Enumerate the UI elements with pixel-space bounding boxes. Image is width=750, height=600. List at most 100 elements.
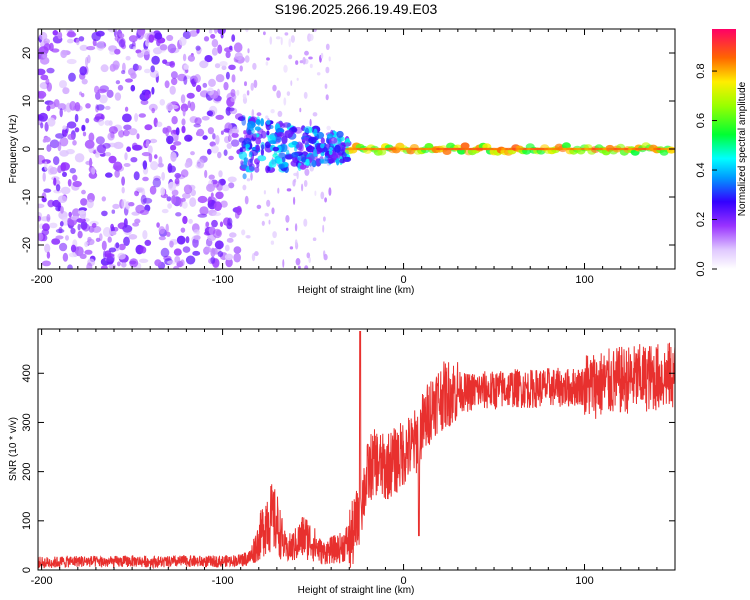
heatmap-cell: [45, 78, 50, 85]
heatmap-cell: [40, 74, 49, 81]
heatmap-cell: [94, 152, 100, 158]
heatmap-cell: [206, 239, 213, 246]
heatmap-cell: [288, 38, 292, 48]
heatmap-cell: [168, 181, 177, 191]
heatmap-cell: [113, 161, 123, 171]
heatmap-cell: [312, 237, 317, 241]
heatmap-cell: [110, 226, 115, 233]
colorbar-tick-label: 0.6: [695, 113, 707, 128]
heatmap-cell: [159, 99, 166, 106]
heatmap-cell: [174, 172, 181, 179]
heatmap-cell: [62, 171, 67, 177]
heatmap-cell: [328, 187, 332, 196]
heatmap-cell: [221, 65, 227, 71]
heatmap-cell: [304, 168, 310, 176]
heatmap-cell: [271, 207, 275, 215]
heatmap-cell: [320, 143, 325, 149]
heatmap-cell: [148, 34, 155, 43]
heatmap-cell: [144, 124, 153, 131]
heatmap-cell: [113, 64, 119, 71]
heatmap-cell: [225, 257, 233, 268]
heatmap-cell: [57, 195, 68, 203]
heatmap-cell: [53, 177, 57, 186]
heatmap-cell: [220, 200, 228, 208]
heatmap-cell: [74, 153, 85, 163]
heatmap-cell: [270, 240, 275, 245]
colorbar-label: Normalized spectral amplitude: [737, 81, 748, 216]
heatmap-cell: [291, 152, 299, 158]
heatmap-cell: [246, 178, 251, 182]
heatmap-cell: [261, 220, 265, 226]
heatmap-cell: [299, 107, 302, 113]
heatmap-cell: [166, 196, 172, 202]
heatmap-cell: [46, 67, 55, 74]
heatmap-cell: [241, 117, 246, 126]
heatmap-cell: [260, 118, 264, 127]
heatmap-cell: [43, 136, 51, 143]
heatmap-cell: [314, 190, 317, 196]
heatmap-cell: [320, 191, 325, 200]
heatmap-cell: [303, 136, 310, 146]
heatmap-cell: [62, 87, 70, 95]
heatmap-cell: [192, 237, 199, 248]
heatmap-cell: [154, 32, 163, 40]
heatmap-cell: [69, 167, 77, 174]
heatmap-cell: [49, 222, 58, 229]
heatmap-cell: [180, 259, 185, 267]
heatmap-cell: [182, 53, 187, 62]
heatmap-cell: [91, 167, 96, 175]
heatmap-cell: [182, 108, 186, 117]
heatmap-cell: [230, 89, 236, 97]
heatmap-cell: [207, 196, 212, 204]
heatmap-cell: [46, 105, 51, 112]
heatmap-cell: [228, 155, 234, 161]
heatmap-cell: [159, 44, 168, 51]
y-tick-label: 20: [21, 47, 33, 59]
heatmap-cell: [214, 240, 224, 250]
heatmap-cell: [173, 141, 182, 146]
heatmap-cell: [213, 201, 222, 212]
heatmap-cell: [226, 143, 232, 149]
y-tick-label: -20: [21, 237, 33, 253]
heatmap-cell: [115, 242, 120, 249]
heatmap-cell: [122, 129, 130, 137]
heatmap-cell: [171, 77, 178, 86]
y-tick-label: 200: [21, 462, 33, 480]
heatmap-cell: [207, 127, 214, 135]
heatmap-cell: [256, 162, 260, 168]
heatmap-cell: [46, 251, 51, 259]
heatmap-cell: [206, 110, 214, 117]
heatmap-cell: [199, 206, 209, 216]
colorbar-tick-label: 0.2: [695, 212, 707, 227]
heatmap-cell: [185, 236, 190, 244]
heatmap-cell: [251, 253, 256, 262]
heatmap-cell: [91, 222, 97, 228]
heatmap-cell: [182, 215, 188, 225]
heatmap-cell: [38, 68, 46, 76]
heatmap-cell: [112, 203, 120, 209]
heatmap-cell: [309, 33, 314, 41]
heatmap-cell: [124, 152, 128, 161]
heatmap-cell: [225, 51, 231, 59]
heatmap-cell: [128, 234, 138, 240]
heatmap-cell: [117, 252, 126, 260]
heatmap-cell: [118, 243, 126, 251]
heatmap-cell: [306, 145, 315, 153]
heatmap-cell: [313, 128, 318, 137]
heatmap-cell: [175, 127, 180, 136]
heatmap-cell: [254, 126, 261, 131]
heatmap-cell: [257, 155, 267, 162]
heatmap-cell: [214, 63, 221, 69]
heatmap-cell: [104, 105, 111, 110]
heatmap-cell: [114, 48, 121, 55]
heatmap-cell: [256, 204, 262, 209]
heatmap-cell: [124, 106, 129, 112]
heatmap-cell: [268, 219, 271, 225]
heatmap-cell: [82, 131, 87, 137]
heatmap-cell: [323, 253, 328, 261]
heatmap-cell: [84, 241, 89, 248]
snr-panel: -200 -100 0 100 0 100 200 300 400 Height of stra…: [8, 328, 676, 596]
heatmap-cell: [173, 265, 180, 269]
heatmap-cell: [319, 158, 325, 164]
